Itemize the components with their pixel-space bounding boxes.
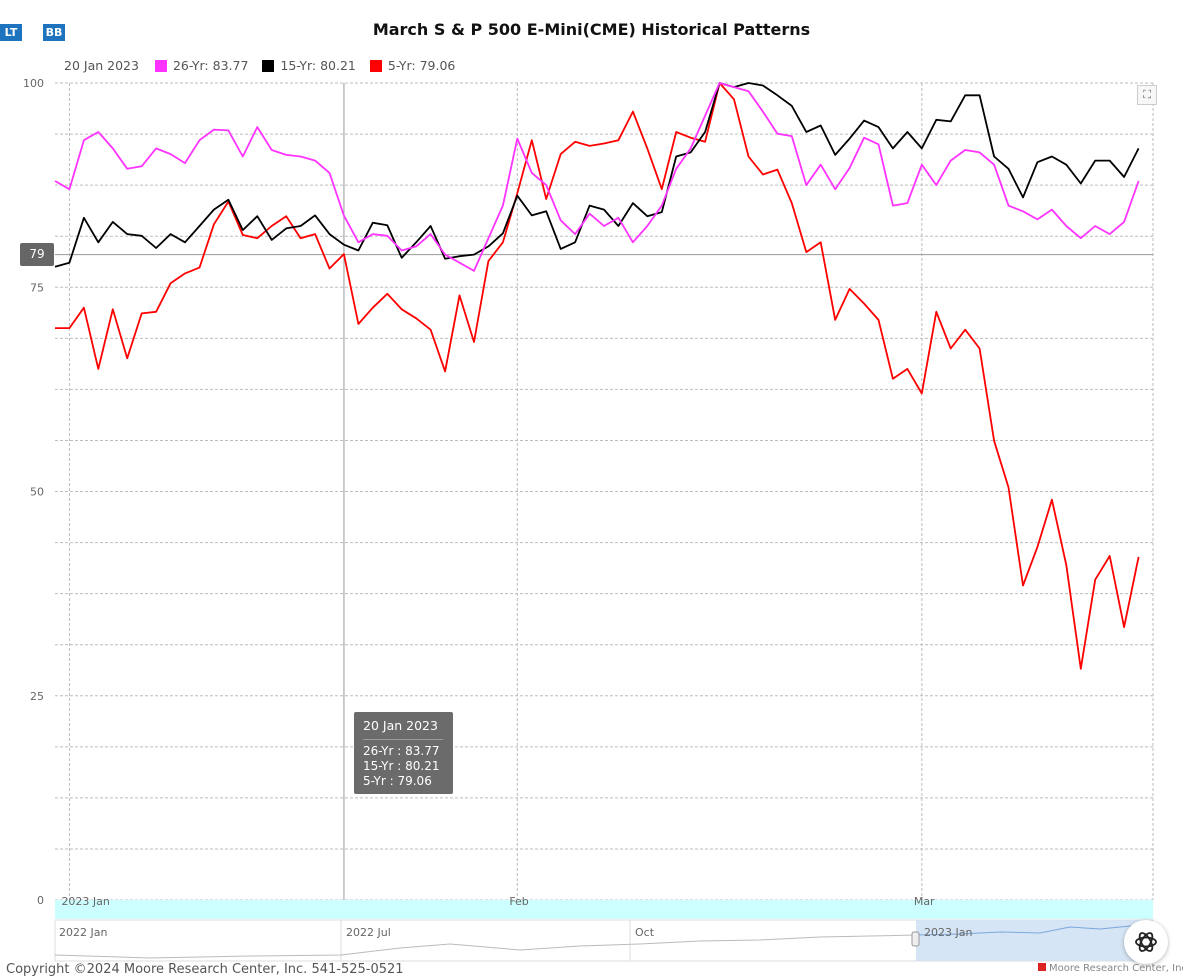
lt-button[interactable]: LT xyxy=(0,24,22,41)
y-tick-label: 25 xyxy=(30,690,44,703)
legend-swatch-15yr xyxy=(262,59,275,72)
legend-item-15yr[interactable]: 15-Yr: 80.21 xyxy=(262,58,356,73)
navigator-history-line xyxy=(54,934,917,959)
navigator-top-label: Feb xyxy=(509,895,528,908)
crosshair xyxy=(55,83,1153,900)
y-tick-label: 0 xyxy=(37,894,44,907)
brand-logo-icon xyxy=(1038,963,1046,971)
series-line-26-yr xyxy=(54,82,1140,272)
chart-title: March S & P 500 E-Mini(CME) Historical P… xyxy=(372,20,811,39)
openai-logo-icon[interactable] xyxy=(1124,920,1168,964)
expand-icon[interactable]: ⛶ xyxy=(1137,85,1157,105)
navigator-handle[interactable] xyxy=(911,931,920,947)
navigator-bottom-label: 2023 Jan xyxy=(924,926,972,939)
navigator[interactable]: 2023 Jan Feb Mar 2022 Jan 2022 Jul Oct 2023 Ja… xyxy=(54,895,1154,962)
tooltip-line-15yr: 15-Yr : 80.21 xyxy=(363,759,440,773)
tooltip-divider xyxy=(363,739,443,740)
legend-date: 20 Jan 2023 xyxy=(64,58,139,73)
tooltip-date: 20 Jan 2023 xyxy=(363,718,438,733)
series-line-15-yr xyxy=(54,82,1140,268)
y-tick-label: 50 xyxy=(30,486,44,499)
brand-footer: Moore Research Center, Inc. xyxy=(1038,963,1183,974)
navigator-selection[interactable] xyxy=(916,920,1153,961)
navigator-bottom-label: 2022 Jul xyxy=(346,926,391,939)
brand-text: Moore Research Center, Inc. xyxy=(1049,963,1183,974)
series-lines xyxy=(54,82,1140,670)
legend-item-5yr[interactable]: 5-Yr: 79.06 xyxy=(369,58,456,73)
tooltip: 20 Jan 2023 26-Yr : 83.77 15-Yr : 80.21 … xyxy=(354,712,453,794)
series-line-5-yr xyxy=(55,82,1140,670)
legend-item-26yr[interactable]: 26-Yr: 83.77 xyxy=(154,58,249,73)
tooltip-line-5yr: 5-Yr : 79.06 xyxy=(363,774,432,788)
y-tick-label: 100 xyxy=(23,77,44,90)
tooltip-line-26yr: 26-Yr : 83.77 xyxy=(363,744,440,758)
legend-swatch-26yr xyxy=(154,59,167,72)
legend-swatch-5yr xyxy=(369,59,382,72)
legend: 20 Jan 2023 26-Yr: 83.77 15-Yr: 80.21 5-… xyxy=(64,58,469,73)
openai-logo-glyph xyxy=(1135,932,1157,952)
legend-label-26yr: 26-Yr: 83.77 xyxy=(172,58,249,73)
copyright-text: Copyright ©2024 Moore Research Center, I… xyxy=(6,962,404,977)
navigator-selected-line xyxy=(915,925,1151,936)
y-axis: 0 25 50 75 100 xyxy=(23,77,44,907)
navigator-bottom-label: 2022 Jan xyxy=(59,926,107,939)
cursor-value-label: 79 xyxy=(20,243,54,266)
navigator-top-band xyxy=(55,900,1153,919)
bb-button[interactable]: BB xyxy=(43,24,65,41)
navigator-top-label: Mar xyxy=(914,895,935,908)
legend-label-5yr: 5-Yr: 79.06 xyxy=(387,58,456,73)
navigator-bottom-label: Oct xyxy=(635,926,655,939)
y-tick-label: 75 xyxy=(30,281,44,294)
navigator-top-label: 2023 Jan xyxy=(61,895,109,908)
legend-label-15yr: 15-Yr: 80.21 xyxy=(280,58,356,73)
